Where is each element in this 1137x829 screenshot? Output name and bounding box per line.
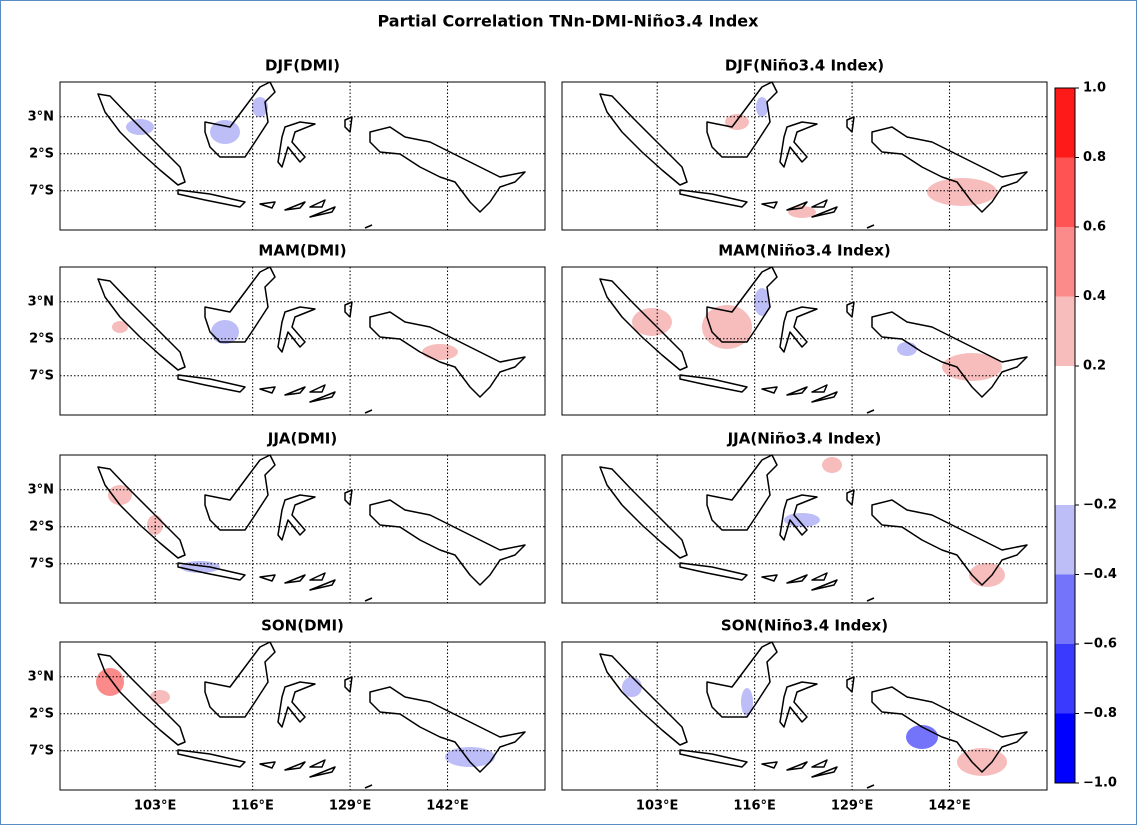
- y-tick-label: 2°S: [29, 706, 54, 721]
- colorbar-bin: [1055, 297, 1075, 367]
- colorbar-bin: [1055, 366, 1075, 505]
- panel-title: JJA(DMI): [267, 430, 337, 448]
- colorbar-bin: [1055, 88, 1075, 158]
- x-tick-label: 116°E: [231, 799, 274, 814]
- x-tick-label: 103°E: [134, 799, 177, 814]
- colorbar-tick-label: 1.0: [1083, 81, 1106, 96]
- y-tick-label: 2°S: [29, 146, 54, 161]
- x-tick-label: 129°E: [329, 799, 372, 814]
- frame: [1, 1, 1137, 825]
- y-tick-label: 3°N: [28, 669, 54, 684]
- colorbar-tick-label: 0.8: [1083, 150, 1106, 165]
- y-tick-label: 2°S: [29, 519, 54, 534]
- y-tick-label: 7°S: [29, 183, 54, 198]
- x-tick-label: 103°E: [636, 799, 679, 814]
- panel-title: SON(DMI): [261, 617, 344, 635]
- figure: Partial Correlation TNn-DMI-Niño3.4 Inde…: [0, 0, 1137, 825]
- colorbar-tick-label: 0.2: [1083, 359, 1106, 374]
- colorbar-tick-label: −0.6: [1083, 637, 1117, 652]
- x-tick-label: 116°E: [733, 799, 776, 814]
- y-tick-label: 7°S: [29, 743, 54, 758]
- panel-title: SON(Niño3.4 Index): [721, 617, 888, 635]
- colorbar-bin: [1055, 505, 1075, 575]
- y-tick-label: 2°S: [29, 331, 54, 346]
- x-tick-label: 142°E: [426, 799, 469, 814]
- colorbar-tick-label: −0.8: [1083, 706, 1117, 721]
- colorbar-bin: [1055, 227, 1075, 297]
- figure-title: Partial Correlation TNn-DMI-Niño3.4 Inde…: [378, 12, 760, 31]
- y-tick-label: 7°S: [29, 556, 54, 571]
- panel-title: DJF(Niño3.4 Index): [725, 57, 884, 75]
- colorbar-bin: [1055, 575, 1075, 645]
- colorbar-tick-label: −0.4: [1083, 567, 1117, 582]
- panel-title: MAM(DMI): [258, 242, 346, 260]
- panel-title: MAM(Niño3.4 Index): [718, 242, 891, 260]
- colorbar-tick-label: 0.4: [1083, 289, 1106, 304]
- colorbar-bin: [1055, 644, 1075, 714]
- colorbar-bin: [1055, 714, 1075, 784]
- colorbar-tick-label: −0.2: [1083, 498, 1117, 513]
- colorbar-tick-label: 0.6: [1083, 220, 1106, 235]
- y-tick-label: 3°N: [28, 109, 54, 124]
- y-tick-label: 7°S: [29, 368, 54, 383]
- y-tick-label: 3°N: [28, 294, 54, 309]
- panel-title: DJF(DMI): [265, 57, 340, 75]
- x-tick-label: 129°E: [831, 799, 874, 814]
- x-tick-label: 142°E: [928, 799, 971, 814]
- colorbar-bin: [1055, 158, 1075, 228]
- panel-title: JJA(Niño3.4 Index): [727, 430, 882, 448]
- colorbar-tick-label: −1.0: [1083, 776, 1117, 791]
- y-tick-label: 3°N: [28, 482, 54, 497]
